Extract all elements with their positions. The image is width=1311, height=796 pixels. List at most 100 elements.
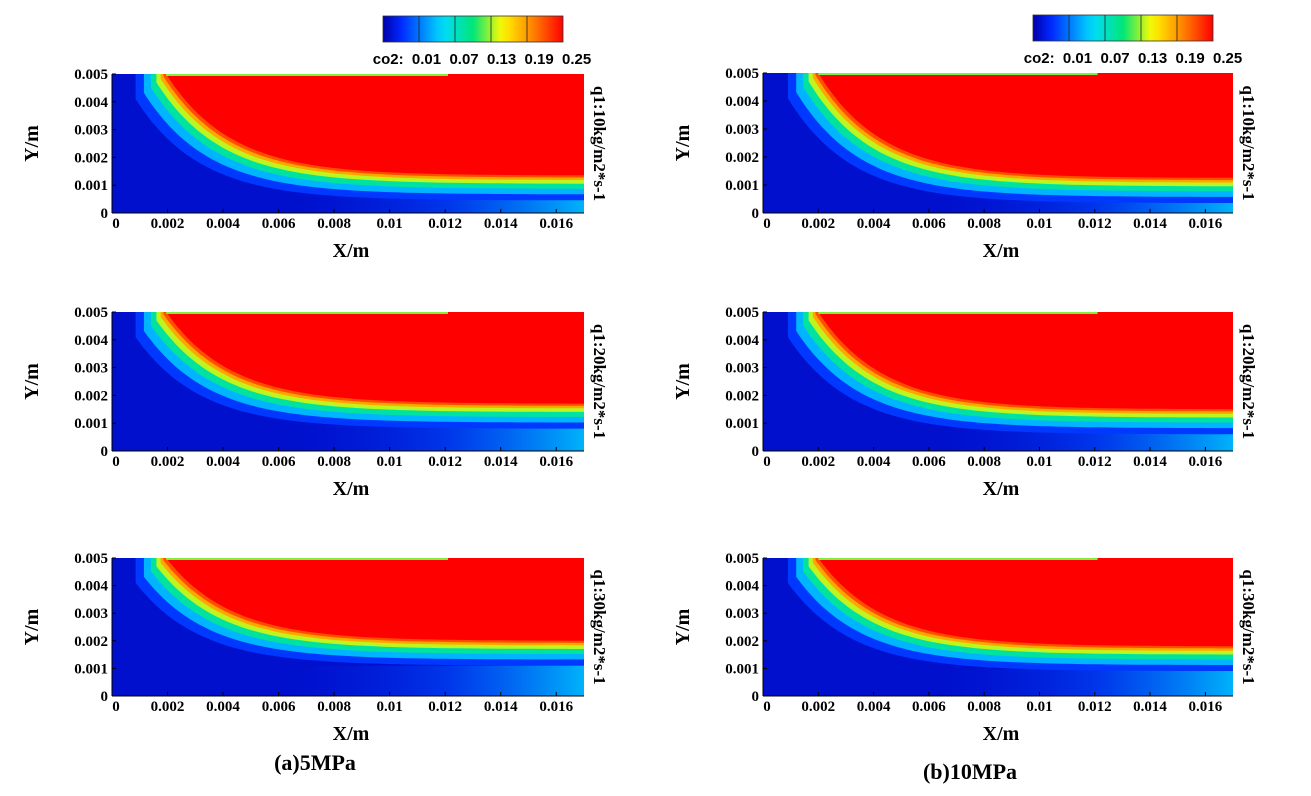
y-tick-label: 0 bbox=[101, 206, 109, 222]
y-tick-label: 0.002 bbox=[74, 150, 108, 166]
caption-5mpa: (a)5MPa bbox=[274, 750, 356, 775]
y-tick-label: 0.002 bbox=[725, 150, 759, 166]
x-tick-label: 0.002 bbox=[801, 216, 835, 232]
x-tick-label: 0.002 bbox=[801, 454, 835, 470]
x-tick-label: 0.014 bbox=[1133, 216, 1167, 232]
y-tick-label: 0.005 bbox=[74, 305, 108, 321]
contour-field bbox=[112, 558, 584, 696]
y-tick-label: 0 bbox=[101, 444, 109, 460]
y-tick-label: 0.004 bbox=[74, 95, 108, 111]
colorbar-label: co2: 0.01 0.07 0.13 0.19 0.25 bbox=[1024, 50, 1243, 67]
contour-field bbox=[763, 312, 1233, 451]
x-tick-label: 0.002 bbox=[801, 699, 835, 715]
y-tick-label: 0.004 bbox=[74, 333, 108, 349]
co2-core-region bbox=[818, 312, 1233, 410]
x-tick-label: 0.006 bbox=[912, 454, 946, 470]
y-tick-label: 0 bbox=[752, 444, 760, 460]
panel-5: 0 0.002 0.004 0.006 0.008 0.01 0.012 0.014 0.016… bbox=[672, 305, 1258, 500]
x-tick-label: 0.016 bbox=[1188, 216, 1222, 232]
y-tick-label: 0.001 bbox=[74, 661, 108, 677]
inlet-strip bbox=[166, 312, 448, 314]
y-tick-label: 0.004 bbox=[74, 579, 108, 595]
x-axis-label: X/m bbox=[333, 240, 370, 262]
x-tick-label: 0.008 bbox=[967, 216, 1001, 232]
panel-6: 0 0.002 0.004 0.006 0.008 0.01 0.012 0.014 0.016… bbox=[672, 551, 1258, 745]
y-tick-label: 0.002 bbox=[74, 388, 108, 404]
y-tick-label: 0.005 bbox=[725, 305, 759, 321]
panel-4: 0 0.002 0.004 0.006 0.008 0.01 0.012 0.014 0.016… bbox=[672, 66, 1258, 262]
y-tick-label: 0.004 bbox=[725, 94, 759, 110]
x-tick-label: 0.012 bbox=[1078, 216, 1112, 232]
caption-10mpa: (b)10MPa bbox=[923, 759, 1017, 784]
y-axis-label: Y/m bbox=[21, 608, 43, 645]
x-tick-label: 0.012 bbox=[428, 216, 462, 232]
x-tick-label: 0.008 bbox=[317, 216, 351, 232]
x-tick-label: 0.01 bbox=[377, 454, 403, 470]
inlet-strip bbox=[166, 558, 448, 560]
y-axis-label: Y/m bbox=[21, 125, 43, 162]
x-tick-label: 0.01 bbox=[1026, 454, 1052, 470]
x-tick-label: 0.016 bbox=[539, 454, 573, 470]
x-tick-label: 0.004 bbox=[857, 699, 891, 715]
y-tick-label: 0.003 bbox=[725, 361, 759, 377]
co2-core-region bbox=[166, 312, 584, 404]
x-tick-label: 0.014 bbox=[484, 454, 518, 470]
x-tick-label: 0.012 bbox=[1078, 699, 1112, 715]
x-tick-label: 0.016 bbox=[1188, 699, 1222, 715]
panel-condition-label: q1:10kg/m2*s-1 bbox=[590, 86, 609, 201]
co2-core-region bbox=[166, 558, 584, 641]
y-tick-label: 0 bbox=[752, 206, 760, 222]
y-tick-label: 0.004 bbox=[725, 333, 759, 349]
y-tick-label: 0.001 bbox=[725, 416, 759, 432]
x-tick-label: 0.006 bbox=[262, 699, 296, 715]
y-tick-label: 0 bbox=[752, 689, 760, 705]
contour-field bbox=[763, 73, 1233, 213]
x-tick-label: 0 bbox=[763, 216, 771, 232]
y-tick-label: 0.003 bbox=[74, 606, 108, 622]
x-tick-label: 0.004 bbox=[857, 216, 891, 232]
lower-fringe bbox=[278, 665, 584, 696]
y-tick-label: 0.005 bbox=[725, 551, 759, 567]
x-tick-label: 0.016 bbox=[539, 699, 573, 715]
x-tick-label: 0.004 bbox=[206, 454, 240, 470]
inlet-strip bbox=[818, 312, 1098, 314]
panel-condition-label: q1:20kg/m2*s-1 bbox=[1239, 324, 1258, 439]
x-tick-label: 0.01 bbox=[377, 216, 403, 232]
y-tick-label: 0.003 bbox=[725, 606, 759, 622]
inlet-strip bbox=[818, 558, 1098, 560]
x-tick-label: 0.01 bbox=[1026, 699, 1052, 715]
y-axis-label: Y/m bbox=[672, 124, 694, 161]
y-tick-label: 0.003 bbox=[725, 122, 759, 138]
x-axis-label: X/m bbox=[983, 240, 1020, 262]
x-tick-label: 0.004 bbox=[857, 454, 891, 470]
y-axis-label: Y/m bbox=[672, 363, 694, 400]
y-tick-label: 0.003 bbox=[74, 123, 108, 139]
x-tick-label: 0 bbox=[112, 699, 120, 715]
colorbar-10mpa: co2: 0.01 0.07 0.13 0.19 0.25 bbox=[1024, 14, 1243, 67]
contour-field bbox=[112, 312, 584, 451]
y-tick-label: 0.004 bbox=[725, 579, 759, 595]
x-tick-label: 0.016 bbox=[539, 216, 573, 232]
y-tick-label: 0.002 bbox=[725, 634, 759, 650]
x-axis-label: X/m bbox=[983, 723, 1020, 745]
contour-field bbox=[763, 558, 1233, 696]
x-tick-label: 0 bbox=[112, 216, 120, 232]
contour-field bbox=[112, 74, 584, 213]
y-tick-label: 0.002 bbox=[74, 634, 108, 650]
x-tick-label: 0.01 bbox=[1026, 216, 1052, 232]
y-tick-label: 0.001 bbox=[74, 178, 108, 194]
panel-condition-label: q1:30kg/m2*s-1 bbox=[1239, 569, 1258, 684]
y-tick-label: 0.001 bbox=[725, 178, 759, 194]
x-tick-label: 0.006 bbox=[912, 216, 946, 232]
y-tick-label: 0.005 bbox=[74, 67, 108, 83]
x-tick-label: 0 bbox=[112, 454, 120, 470]
x-tick-label: 0.012 bbox=[428, 699, 462, 715]
y-tick-label: 0.002 bbox=[725, 388, 759, 404]
x-tick-label: 0.012 bbox=[1078, 454, 1112, 470]
y-tick-label: 0.005 bbox=[74, 551, 108, 567]
co2-core-region bbox=[818, 558, 1233, 647]
colorbar-gradient bbox=[1032, 14, 1214, 42]
x-tick-label: 0.006 bbox=[262, 216, 296, 232]
x-tick-label: 0 bbox=[763, 699, 771, 715]
